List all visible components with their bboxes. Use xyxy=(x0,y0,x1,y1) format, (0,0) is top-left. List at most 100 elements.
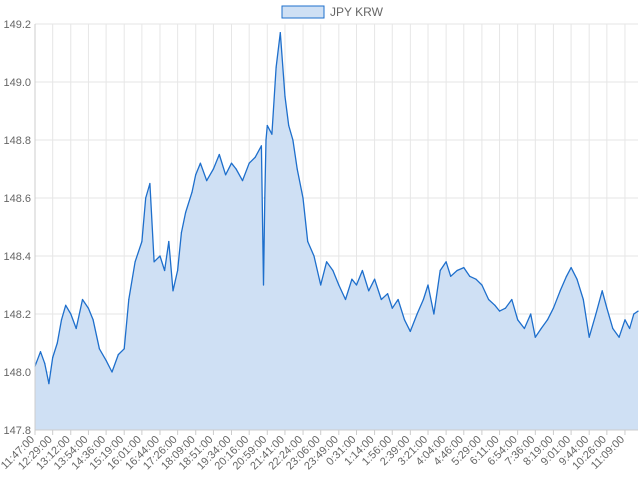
data-point xyxy=(481,284,483,286)
data-point xyxy=(439,269,441,272)
data-point xyxy=(134,261,136,263)
data-point xyxy=(266,124,268,127)
data-point xyxy=(260,145,262,147)
data-point xyxy=(159,255,161,257)
data-point xyxy=(284,95,286,98)
data-point xyxy=(56,342,58,344)
data-point xyxy=(230,162,233,164)
data-point xyxy=(265,139,267,141)
data-point xyxy=(601,290,603,292)
data-point xyxy=(565,275,568,277)
data-point xyxy=(469,275,471,277)
data-point xyxy=(633,313,635,315)
data-point xyxy=(302,197,304,199)
data-point xyxy=(105,359,107,361)
data-point xyxy=(149,182,151,185)
data-point xyxy=(264,197,266,199)
data-point xyxy=(445,261,447,263)
data-point xyxy=(338,284,340,286)
data-point xyxy=(81,298,84,301)
data-point xyxy=(637,310,639,312)
y-tick-label: 148.8 xyxy=(3,135,31,147)
y-tick-label: 148.6 xyxy=(3,193,31,205)
data-point xyxy=(397,298,399,301)
data-point xyxy=(387,293,389,295)
data-point xyxy=(427,284,429,286)
data-point xyxy=(368,290,370,292)
data-point xyxy=(70,313,72,315)
data-point xyxy=(254,156,256,158)
data-point xyxy=(65,304,67,306)
data-point xyxy=(530,313,532,315)
data-point xyxy=(98,348,100,350)
data-point xyxy=(463,267,465,269)
y-tick-label: 147.8 xyxy=(3,425,31,437)
data-point xyxy=(517,319,519,321)
data-point xyxy=(546,319,549,321)
data-point xyxy=(624,319,626,321)
data-point xyxy=(141,240,143,243)
data-point xyxy=(456,269,458,272)
data-point xyxy=(117,354,119,356)
data-point xyxy=(320,284,322,286)
data-point xyxy=(595,313,597,315)
data-point xyxy=(504,307,506,309)
data-point xyxy=(606,307,608,309)
data-point xyxy=(248,162,250,164)
data-point xyxy=(433,313,435,315)
data-point xyxy=(275,66,277,69)
data-point xyxy=(218,153,220,156)
data-point xyxy=(494,304,496,306)
data-point xyxy=(409,330,411,332)
data-point xyxy=(75,327,77,330)
data-point xyxy=(523,327,526,330)
data-point xyxy=(111,371,113,373)
data-point xyxy=(326,261,328,263)
data-point xyxy=(416,313,418,315)
data-point xyxy=(380,298,382,301)
legend[interactable]: JPY KRW xyxy=(281,5,384,19)
data-point xyxy=(450,275,452,277)
data-point xyxy=(292,139,294,141)
series-area-fill xyxy=(35,32,638,430)
data-point xyxy=(374,278,376,280)
y-tick-label: 148.4 xyxy=(3,251,31,263)
y-tick-label: 149.0 xyxy=(3,77,31,89)
data-point xyxy=(475,278,477,280)
data-point xyxy=(332,269,334,272)
data-point xyxy=(180,232,182,234)
data-point xyxy=(313,255,315,257)
data-point xyxy=(191,191,193,193)
data-point xyxy=(559,290,561,292)
data-point xyxy=(262,284,265,286)
data-point xyxy=(355,284,358,286)
data-point xyxy=(199,162,201,164)
data-point xyxy=(629,327,631,330)
data-point xyxy=(296,168,298,170)
data-point xyxy=(618,336,620,338)
legend-label: JPY KRW xyxy=(330,5,384,19)
data-point xyxy=(44,362,46,364)
data-point xyxy=(511,298,513,301)
data-point xyxy=(288,124,290,127)
y-tick-label: 148.0 xyxy=(3,367,31,379)
data-point xyxy=(612,327,614,330)
data-point xyxy=(361,269,363,272)
data-point xyxy=(87,307,89,309)
data-point xyxy=(52,356,54,359)
area-layer xyxy=(34,32,639,430)
data-point xyxy=(172,290,174,292)
data-point xyxy=(153,261,155,263)
data-point xyxy=(403,319,406,321)
data-point xyxy=(488,298,490,301)
data-point xyxy=(185,211,187,214)
data-point xyxy=(344,298,347,301)
data-point xyxy=(499,310,501,312)
data-point xyxy=(241,180,244,182)
data-point xyxy=(576,278,578,280)
data-point xyxy=(582,298,584,301)
data-point xyxy=(92,319,94,321)
data-point xyxy=(391,307,393,309)
